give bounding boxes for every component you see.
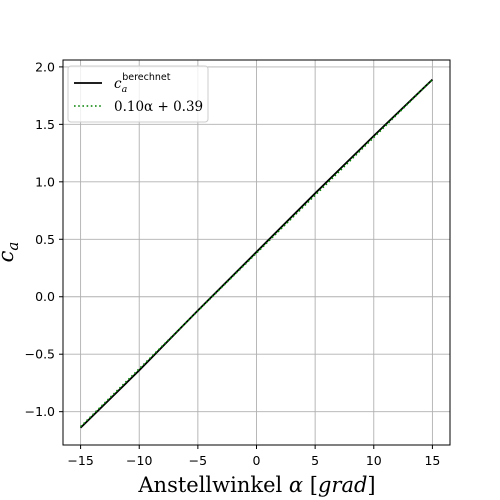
legend-frame [67, 65, 209, 123]
x-axis-title: Anstellwinkel α [grad] [137, 473, 375, 497]
y-axis-title: ca [0, 242, 22, 263]
legend-label-calculated: caberechnet [114, 72, 171, 95]
y-tick-label: −1.0 [25, 404, 55, 419]
x-tick-label: 5 [311, 453, 319, 468]
x-axis-ticks: −15 −10 −5 0 5 10 15 [67, 445, 440, 468]
y-axis-ticks: −1.0 −0.5 0.0 0.5 1.0 1.5 2.0 [25, 59, 63, 419]
y-tick-label: 0.0 [35, 289, 55, 304]
y-tick-label: 1.5 [35, 117, 55, 132]
x-tick-label: −15 [67, 453, 93, 468]
y-tick-label: 1.0 [35, 174, 55, 189]
x-tick-label: 10 [366, 453, 382, 468]
x-tick-label: 0 [253, 453, 261, 468]
x-tick-label: 15 [424, 453, 440, 468]
y-tick-label: 0.5 [35, 232, 55, 247]
series-layer [79, 78, 434, 429]
series-line-calculated [79, 78, 434, 429]
series-line-fit [80, 78, 433, 428]
y-tick-label: 2.0 [35, 59, 55, 74]
legend-label-fit: 0.10α + 0.39 [114, 99, 203, 115]
x-tick-label: −10 [126, 453, 152, 468]
legend: caberechnet 0.10α + 0.39 [67, 65, 209, 123]
x-tick-label: −5 [189, 453, 207, 468]
grid [63, 60, 450, 445]
y-tick-label: −0.5 [25, 347, 55, 362]
